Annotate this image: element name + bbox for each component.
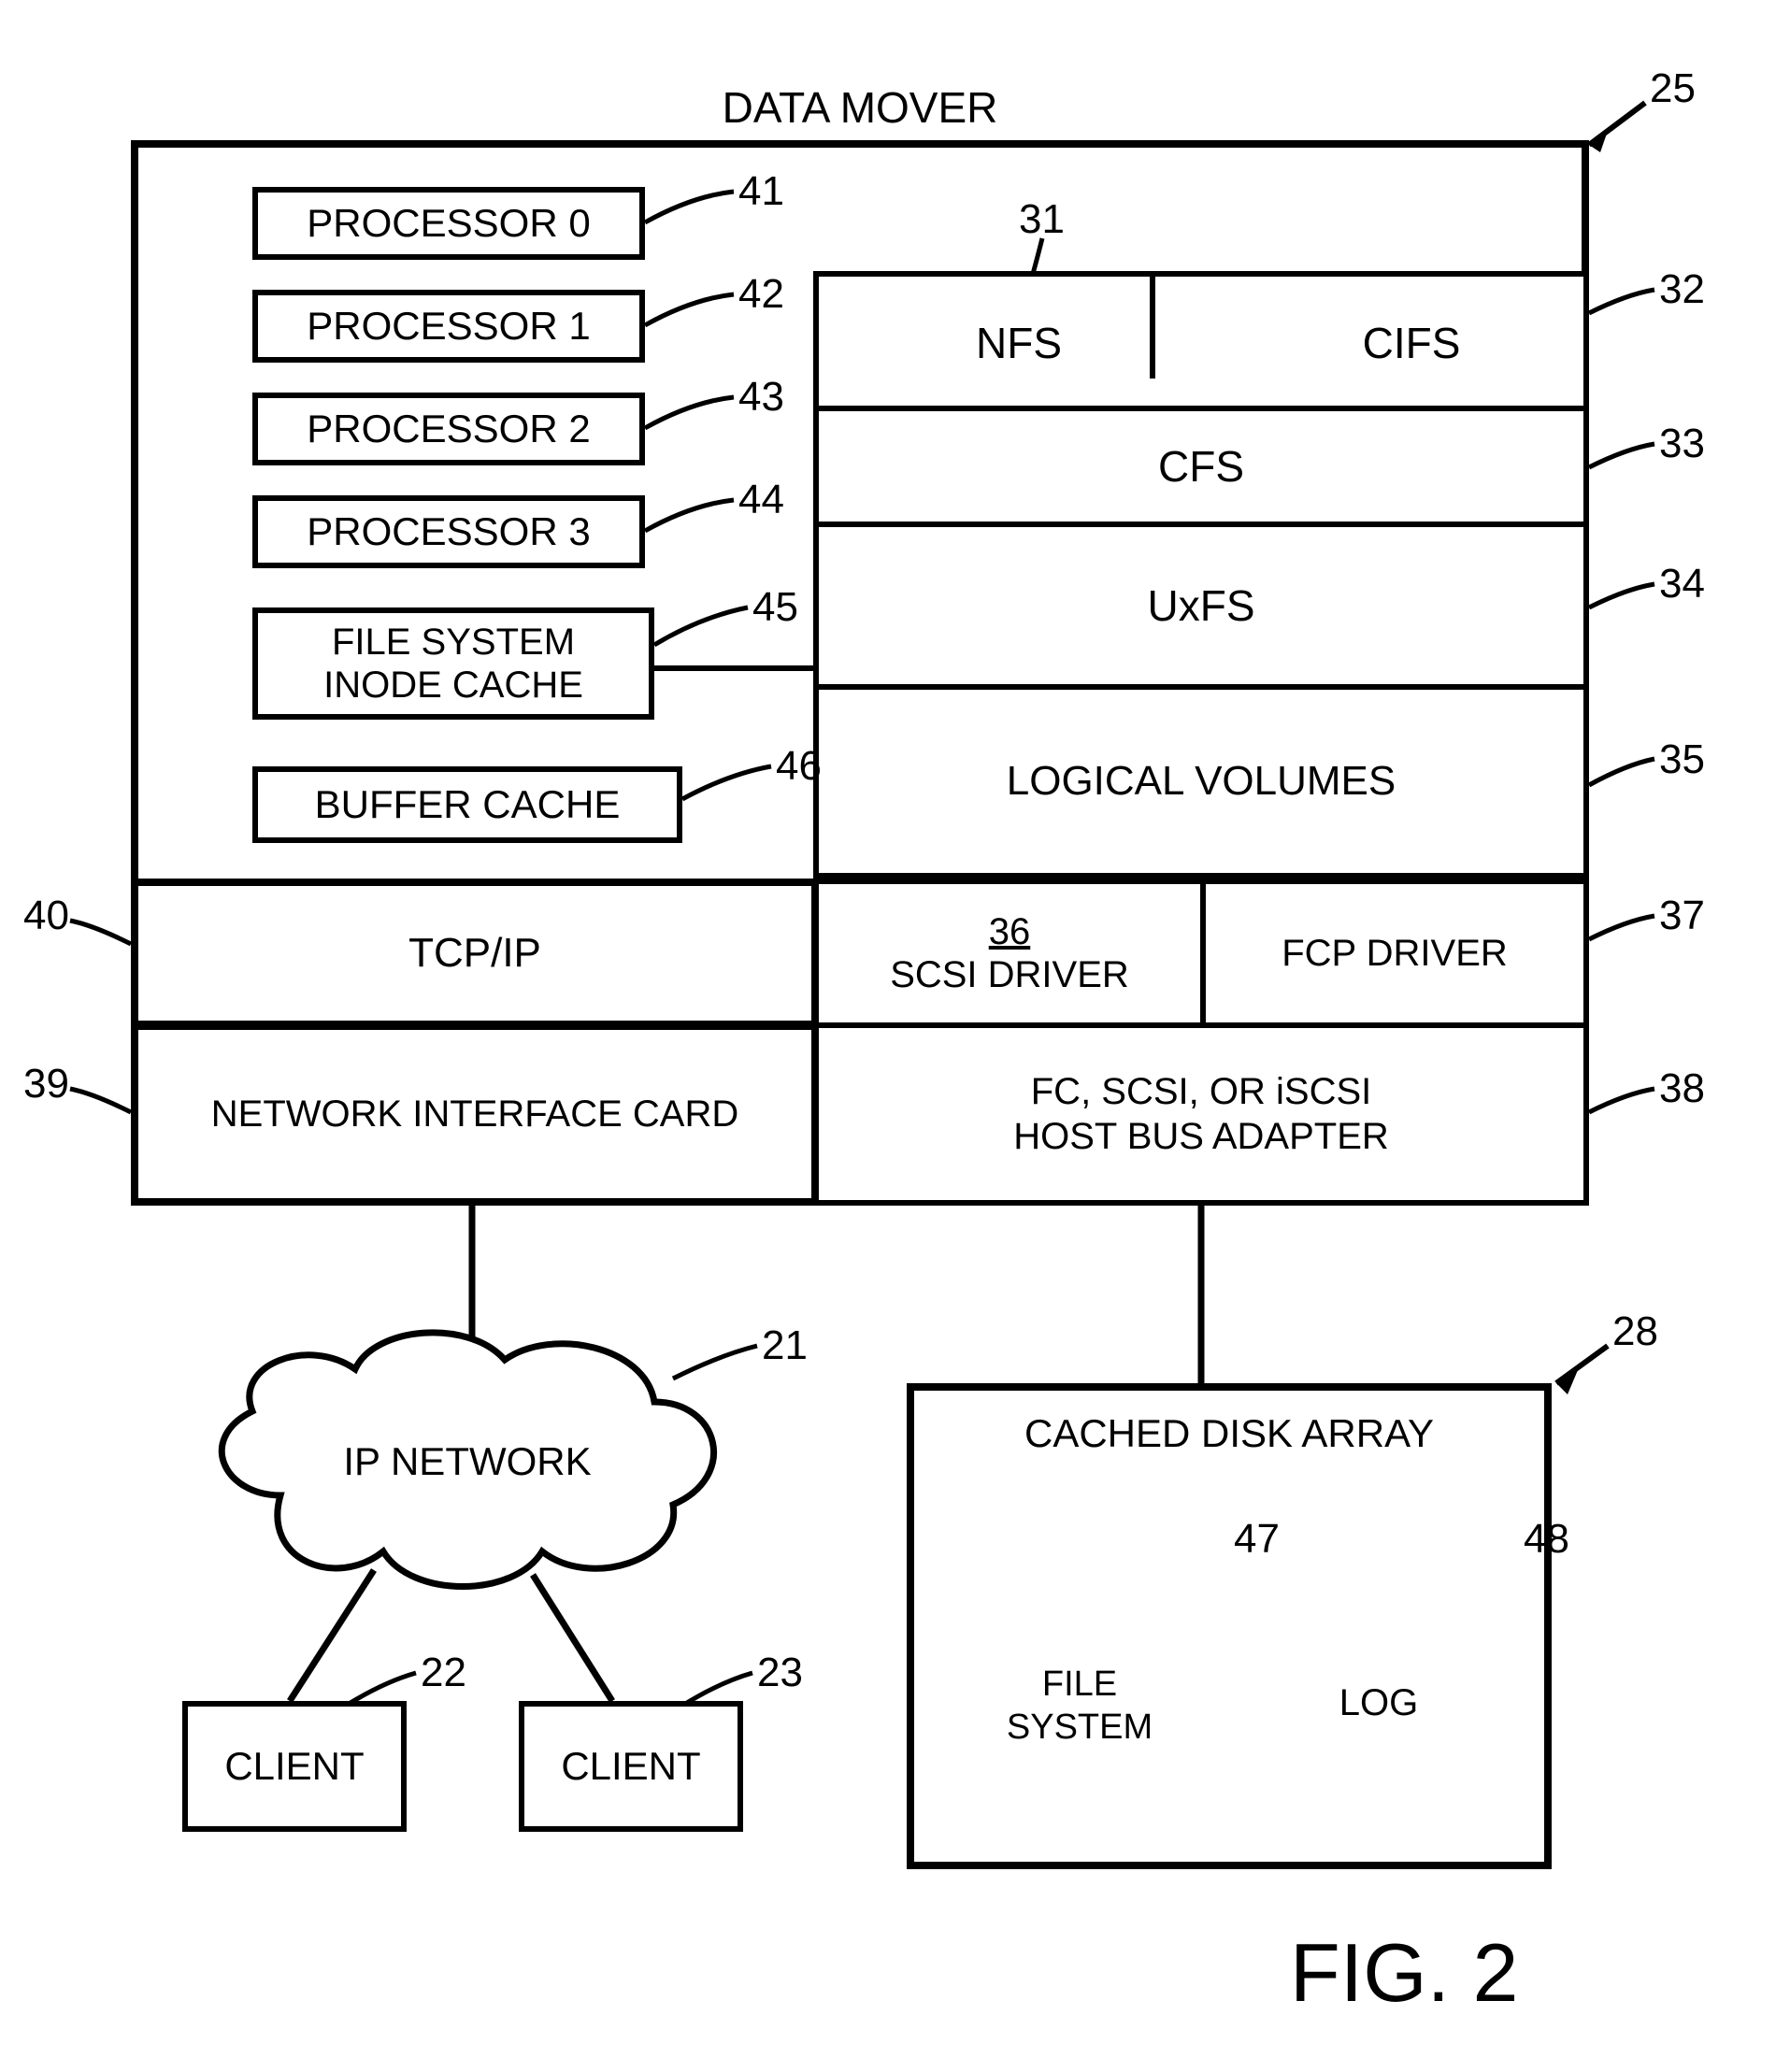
uxfs-label: UxFS (1148, 580, 1255, 631)
cifs-label: CIFS (1290, 318, 1533, 368)
ref-28: 28 (1612, 1308, 1658, 1355)
processor-1-box: PROCESSOR 1 (252, 290, 645, 363)
hba-box: FC, SCSI, OR iSCSI HOST BUS ADAPTER (813, 1022, 1589, 1206)
ref-39: 39 (23, 1061, 69, 1107)
ref-25: 25 (1650, 65, 1696, 112)
ref-23: 23 (757, 1650, 803, 1696)
scsi-driver-ref-inline: 36 (989, 910, 1031, 953)
client-1-box: CLIENT (182, 1701, 407, 1832)
scsi-driver-box: 36 SCSI DRIVER (813, 879, 1206, 1028)
buffer-cache-label: BUFFER CACHE (315, 782, 621, 827)
processor-3-box: PROCESSOR 3 (252, 495, 645, 568)
ref-43: 43 (738, 374, 784, 421)
ref-32: 32 (1659, 266, 1705, 313)
ref-31: 31 (1019, 196, 1065, 243)
ref-40: 40 (23, 893, 69, 939)
tcpip-label: TCP/IP (408, 930, 541, 977)
ref-38: 38 (1659, 1065, 1705, 1112)
ref-37: 37 (1659, 893, 1705, 939)
logical-volumes-box: LOGICAL VOLUMES (813, 684, 1589, 879)
inode-uxfs-connector (654, 665, 813, 671)
ref-42: 42 (738, 271, 784, 318)
ref-22: 22 (421, 1650, 466, 1696)
processor-0-label: PROCESSOR 0 (307, 201, 590, 246)
cached-disk-array-label: CACHED DISK ARRAY (1024, 1411, 1434, 1456)
fcp-driver-label: FCP DRIVER (1282, 933, 1508, 975)
ref-48: 48 (1524, 1516, 1569, 1563)
client-1-label: CLIENT (224, 1744, 364, 1789)
ref-44: 44 (738, 477, 784, 523)
client-2-box: CLIENT (519, 1701, 743, 1832)
inode-cache-label: FILE SYSTEM INODE CACHE (323, 621, 583, 707)
buffer-cache-box: BUFFER CACHE (252, 766, 682, 843)
ref-34: 34 (1659, 561, 1705, 607)
scsi-driver-label: SCSI DRIVER (890, 953, 1129, 996)
processor-1-label: PROCESSOR 1 (307, 304, 590, 349)
fcp-driver-box: FCP DRIVER (1200, 879, 1589, 1028)
ref-47: 47 (1234, 1516, 1280, 1563)
logical-volumes-label: LOGICAL VOLUMES (1007, 758, 1396, 805)
ref-33: 33 (1659, 421, 1705, 467)
processor-2-box: PROCESSOR 2 (252, 393, 645, 465)
tcpip-box: TCP/IP (131, 879, 819, 1028)
ip-network-label: IP NETWORK (280, 1439, 654, 1484)
cfs-label: CFS (1158, 441, 1244, 492)
data-mover-title: DATA MOVER (131, 82, 1589, 133)
cfs-box: CFS (813, 406, 1589, 527)
processor-2-label: PROCESSOR 2 (307, 407, 590, 451)
nfs-label: NFS (897, 318, 1140, 368)
nic-label: NETWORK INTERFACE CARD (211, 1093, 738, 1136)
processor-3-label: PROCESSOR 3 (307, 509, 590, 554)
ref-35: 35 (1659, 736, 1705, 783)
file-system-cyl-label: FILE SYSTEM (967, 1664, 1192, 1749)
nic-box: NETWORK INTERFACE CARD (131, 1022, 819, 1206)
log-cyl-label: LOG (1267, 1682, 1491, 1724)
nfs-divider (1150, 271, 1155, 379)
processor-0-box: PROCESSOR 0 (252, 187, 645, 260)
ref-45: 45 (752, 584, 798, 631)
hba-label: FC, SCSI, OR iSCSI HOST BUS ADAPTER (1013, 1069, 1389, 1159)
inode-cache-box: FILE SYSTEM INODE CACHE (252, 607, 654, 720)
client-2-label: CLIENT (561, 1744, 700, 1789)
cached-disk-array-box: CACHED DISK ARRAY (907, 1383, 1552, 1869)
uxfs-box: UxFS (813, 522, 1589, 690)
ref-21: 21 (762, 1322, 808, 1369)
figure-label: FIG. 2 (1290, 1925, 1519, 2021)
ref-46: 46 (776, 743, 822, 790)
ref-41: 41 (738, 168, 784, 215)
